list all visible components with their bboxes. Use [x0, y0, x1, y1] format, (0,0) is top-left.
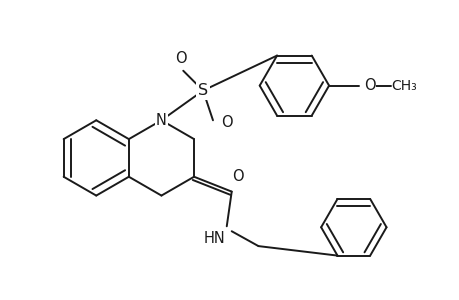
Text: O: O: [231, 169, 243, 184]
Text: O: O: [363, 78, 375, 93]
Text: O: O: [175, 51, 187, 66]
Text: S: S: [197, 83, 207, 98]
Text: N: N: [156, 113, 167, 128]
Text: HN: HN: [203, 231, 225, 246]
Text: O: O: [220, 115, 232, 130]
Text: CH₃: CH₃: [391, 79, 416, 93]
